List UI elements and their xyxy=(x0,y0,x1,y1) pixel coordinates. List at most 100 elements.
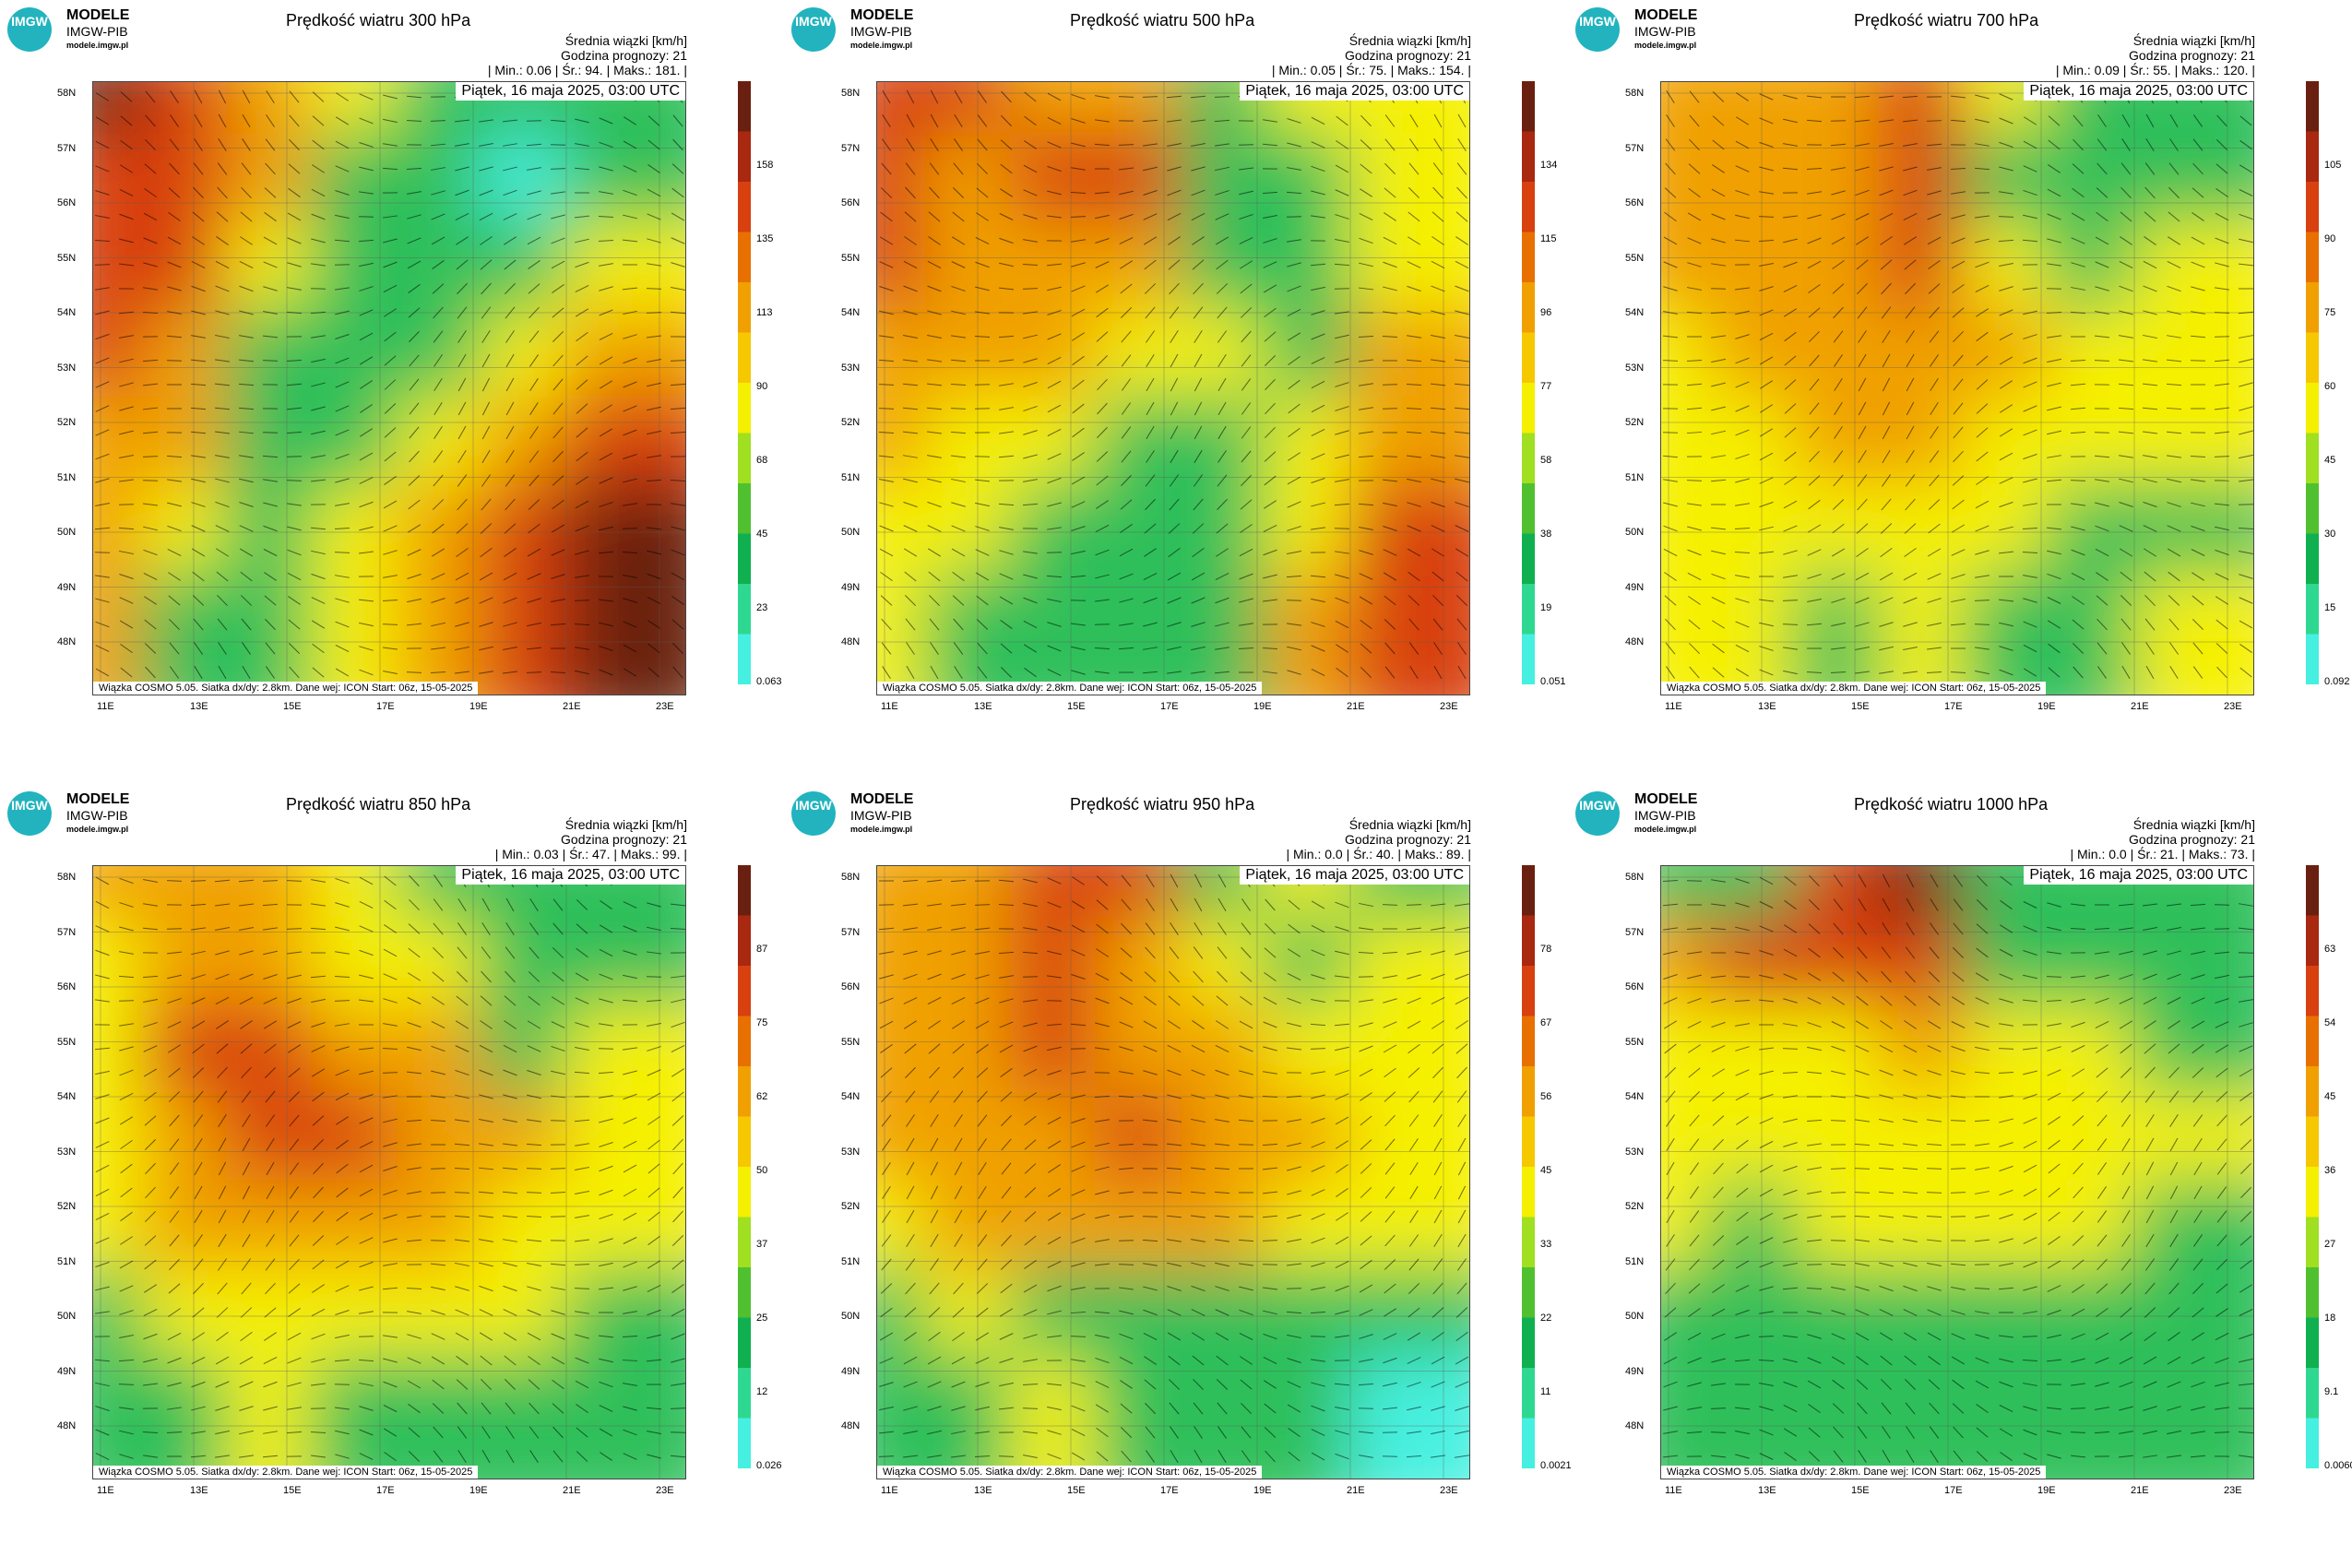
wind-vector xyxy=(1904,259,1917,270)
wind-vector xyxy=(288,163,301,174)
wind-vector xyxy=(1145,1402,1156,1415)
wind-vector xyxy=(2047,573,2061,580)
wind-vector xyxy=(95,502,110,507)
wind-vector xyxy=(1119,548,1134,557)
wind-vector xyxy=(975,572,990,581)
wind-vector xyxy=(1430,903,1446,907)
wind-vector xyxy=(2144,186,2156,199)
wind-vector xyxy=(1169,970,1180,983)
lat-label: 56N xyxy=(1625,197,1645,208)
wind-vector xyxy=(192,571,205,582)
wind-vector xyxy=(1950,95,1966,99)
wind-vector xyxy=(480,1355,493,1366)
wind-vector xyxy=(930,1209,939,1224)
wind-vector xyxy=(1930,354,1939,367)
wind-vector xyxy=(623,1188,637,1197)
wind-vector xyxy=(927,478,942,483)
wind-vector xyxy=(529,922,540,935)
wind-vector xyxy=(1119,1021,1134,1028)
wind-vector xyxy=(2214,951,2230,955)
wind-vector xyxy=(1240,307,1253,318)
logo-text-url: modele.imgw.pl xyxy=(66,825,129,834)
wind-vector xyxy=(2239,1068,2253,1077)
wind-vector xyxy=(310,927,327,931)
wind-vector xyxy=(1689,1138,1700,1151)
wind-vector xyxy=(216,1307,229,1318)
wind-vector xyxy=(119,1046,134,1051)
wind-vector xyxy=(647,951,661,955)
wind-vector xyxy=(1858,377,1867,392)
wind-vector xyxy=(1263,549,1277,556)
wind-vector xyxy=(1191,1332,1206,1341)
wind-vector xyxy=(2023,1188,2037,1197)
wind-vector xyxy=(599,356,613,365)
wind-vector xyxy=(1334,263,1350,267)
wind-vector xyxy=(527,622,541,627)
valid-time: Piątek, 16 maja 2025, 03:00 UTC xyxy=(1240,866,1469,885)
wind-vector xyxy=(2215,1407,2229,1410)
wind-vector xyxy=(598,551,614,554)
wind-vector xyxy=(430,1192,446,1194)
wind-vector xyxy=(94,1359,111,1362)
valid-time: Piątek, 16 maja 2025, 03:00 UTC xyxy=(456,82,685,101)
wind-vector xyxy=(2215,596,2229,605)
wind-vector xyxy=(1689,1162,1700,1175)
wind-vector xyxy=(119,188,134,197)
wind-vector xyxy=(599,286,613,291)
wind-vector xyxy=(1735,405,1750,412)
colorbar-tick: 75 xyxy=(756,1017,768,1028)
wind-vector xyxy=(503,597,517,604)
wind-vector xyxy=(407,237,422,244)
colorbar-tick: 33 xyxy=(1540,1239,1552,1250)
wind-vector xyxy=(1335,1236,1349,1245)
wind-vector xyxy=(240,571,253,582)
wind-vector xyxy=(1999,286,2013,291)
wind-vector xyxy=(503,1262,517,1267)
wind-vector xyxy=(1095,972,1110,981)
wind-vector xyxy=(1831,598,1846,603)
colorbar-segment xyxy=(1522,634,1535,685)
wind-vector xyxy=(576,476,588,485)
wind-vector xyxy=(879,1332,894,1341)
wind-vector xyxy=(1976,947,1989,958)
wind-vector xyxy=(1311,1071,1325,1075)
wind-vector xyxy=(2120,1043,2132,1054)
wind-vector xyxy=(312,1259,325,1270)
wind-vector xyxy=(930,1233,939,1248)
wind-vector xyxy=(1024,1187,1037,1198)
wind-vector xyxy=(1662,903,1679,907)
wind-vector xyxy=(2192,211,2204,222)
wind-vector xyxy=(928,236,941,245)
wind-vector xyxy=(2023,334,2037,339)
wind-vector xyxy=(1335,311,1349,315)
colorbar-tick: 105 xyxy=(2324,160,2342,171)
wind-vector xyxy=(1194,330,1203,343)
wind-vector xyxy=(502,1167,518,1170)
wind-vector xyxy=(383,1335,398,1338)
wind-vector xyxy=(1906,353,1915,368)
wind-vector xyxy=(1433,1137,1443,1152)
wind-vector xyxy=(1118,144,1134,146)
wind-vector xyxy=(575,997,589,1004)
wind-vector xyxy=(526,120,542,122)
wind-vector xyxy=(2023,381,2037,388)
wind-vector xyxy=(905,1282,916,1295)
wind-vector xyxy=(2143,285,2157,292)
wind-vector xyxy=(552,1379,564,1390)
wind-vector xyxy=(1999,1405,2013,1412)
lon-label: 11E xyxy=(97,1485,114,1496)
model-footer: Wiązka COSMO 5.05. Siatka dx/dy: 2.8km. … xyxy=(877,1466,1263,1479)
wind-vector xyxy=(1857,306,1868,319)
wind-vector xyxy=(2095,1407,2109,1410)
wind-vector xyxy=(194,1234,203,1247)
wind-vector xyxy=(2238,311,2253,315)
wind-vector xyxy=(407,524,422,533)
wind-vector xyxy=(119,1092,134,1101)
wind-vector xyxy=(214,879,231,883)
wind-vector xyxy=(1882,449,1891,464)
wind-vector xyxy=(407,260,422,269)
wind-vector xyxy=(456,259,469,270)
wind-vector xyxy=(2143,310,2157,315)
wind-vector xyxy=(1952,971,1965,982)
wind-vector xyxy=(1311,310,1325,315)
